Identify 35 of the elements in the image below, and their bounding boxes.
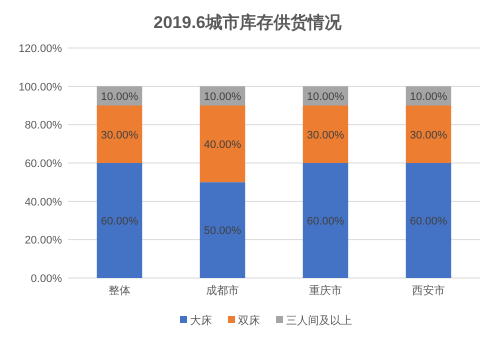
y-tick-label: 20.00% xyxy=(24,234,62,247)
bar xyxy=(406,106,452,163)
data-label: 10.00% xyxy=(204,90,242,103)
chart-title: 2019.6城市库存供货情况 xyxy=(154,13,342,32)
data-label: 10.00% xyxy=(306,90,344,103)
y-tick-label: 100.00% xyxy=(18,81,62,94)
data-label: 30.00% xyxy=(306,129,344,142)
bar xyxy=(200,182,246,278)
legend-label: 三人间及以上 xyxy=(286,314,352,327)
x-tick-label: 重庆市 xyxy=(309,284,342,297)
bar xyxy=(302,106,348,163)
bar xyxy=(302,163,348,278)
legend-label: 大床 xyxy=(190,314,212,327)
data-label: 60.00% xyxy=(100,216,138,228)
legend-label: 双床 xyxy=(238,314,260,327)
data-label: 30.00% xyxy=(410,129,448,142)
data-label: 60.00% xyxy=(306,216,344,228)
x-tick-label: 整体 xyxy=(108,285,130,297)
data-label: 10.00% xyxy=(100,90,138,103)
y-tick-label: 80.00% xyxy=(24,120,62,132)
data-label: 10.00% xyxy=(410,90,448,103)
y-tick-label: 120.00% xyxy=(18,43,62,55)
data-label: 50.00% xyxy=(204,225,242,238)
bar xyxy=(96,163,142,278)
bar xyxy=(406,163,452,278)
x-tick-label: 西安市 xyxy=(412,284,445,297)
y-tick-label: 0.00% xyxy=(30,273,62,285)
y-tick-label: 40.00% xyxy=(24,196,62,208)
bar xyxy=(96,106,142,163)
x-tick-label: 成都市 xyxy=(206,284,239,297)
data-label: 30.00% xyxy=(100,129,138,142)
data-label: 40.00% xyxy=(204,138,242,151)
bar xyxy=(200,106,246,182)
y-tick-label: 60.00% xyxy=(24,158,62,170)
data-label: 60.00% xyxy=(410,216,448,228)
